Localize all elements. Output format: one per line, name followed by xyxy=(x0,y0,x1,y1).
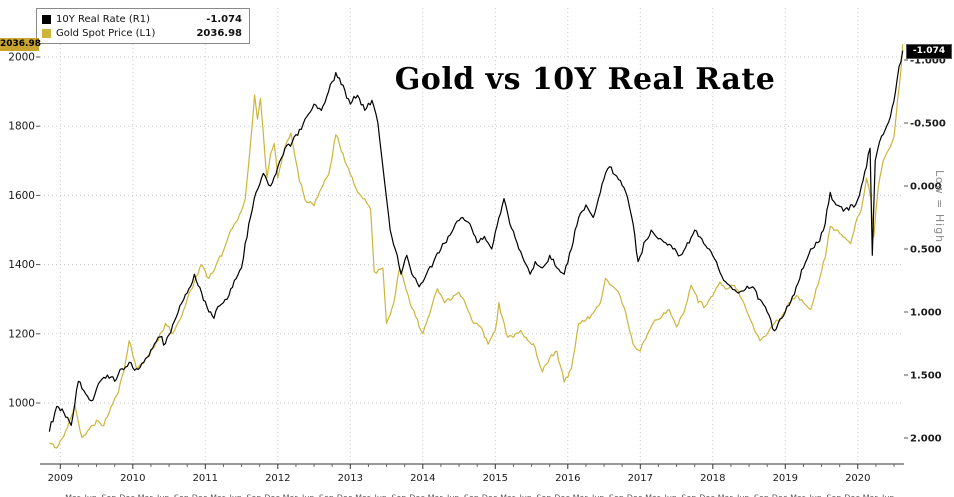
x-minor-label: Jun xyxy=(229,494,243,497)
x-minor-label: Sep xyxy=(391,494,406,497)
legend-label-real-rate: 10Y Real Rate (R1) xyxy=(56,13,150,25)
x-tick-label: 2019 xyxy=(773,473,798,484)
x-minor-label: Dec xyxy=(337,494,352,497)
x-minor-label: Dec xyxy=(119,494,134,497)
legend: 10Y Real Rate (R1) -1.074 Gold Spot Pric… xyxy=(36,8,250,44)
x-minor-label: Dec xyxy=(192,494,207,497)
y-left-tick-label: 1400 xyxy=(8,259,35,271)
x-minor-label: Dec xyxy=(699,494,714,497)
y-right-tick-label: -1.000 xyxy=(910,56,946,67)
legend-label-gold: Gold Spot Price (L1) xyxy=(56,27,156,39)
x-minor-label: Sep xyxy=(826,494,841,497)
y-left-tick-label: 2000 xyxy=(8,52,35,64)
y-left-tick-label: 1200 xyxy=(8,328,35,340)
right-axis-direction-note: Low = High xyxy=(933,170,946,244)
x-minor-label: Dec xyxy=(627,494,642,497)
x-tick-label: 2011 xyxy=(193,473,218,484)
x-minor-label: Mar xyxy=(355,494,371,497)
x-minor-label: Sep xyxy=(609,494,624,497)
x-minor-label: Sep xyxy=(246,494,261,497)
x-minor-label: Sep xyxy=(536,494,551,497)
x-minor-label: Mar xyxy=(65,494,81,497)
x-minor-label: Mar xyxy=(863,494,879,497)
x-minor-label: Jun xyxy=(374,494,388,497)
x-minor-label: Jun xyxy=(446,494,460,497)
legend-item-gold[interactable]: Gold Spot Price (L1) 2036.98 xyxy=(42,26,242,40)
x-minor-label: Mar xyxy=(428,494,444,497)
x-minor-label: Mar xyxy=(210,494,226,497)
y-right-tick-label: 0.500 xyxy=(910,245,942,256)
x-minor-label: Dec xyxy=(264,494,279,497)
x-minor-label: Dec xyxy=(844,494,859,497)
x-tick-label: 2014 xyxy=(410,473,435,484)
x-tick-label: 2020 xyxy=(845,473,870,484)
gold-last-price-badge: 2036.98 xyxy=(0,38,41,51)
y-right-tick-label: 1.000 xyxy=(910,308,942,319)
x-minor-label: Jun xyxy=(809,494,823,497)
real-rate-line xyxy=(48,50,904,432)
x-minor-label: Dec xyxy=(409,494,424,497)
x-minor-label: Jun xyxy=(736,494,750,497)
y-right-tick-label: 1.500 xyxy=(910,371,942,382)
x-minor-label: Jun xyxy=(156,494,170,497)
legend-item-real-rate[interactable]: 10Y Real Rate (R1) -1.074 xyxy=(42,12,242,26)
x-minor-label: Sep xyxy=(174,494,189,497)
x-tick-label: 2015 xyxy=(483,473,508,484)
x-minor-label: Mar xyxy=(283,494,299,497)
x-minor-label: Sep xyxy=(681,494,696,497)
y-right-tick-label: 2.000 xyxy=(910,434,942,445)
gold-price-line xyxy=(49,44,904,449)
gold-swatch-icon xyxy=(42,28,51,38)
x-minor-label: Sep xyxy=(319,494,334,497)
x-minor-label: Mar xyxy=(790,494,806,497)
x-minor-label: Mar xyxy=(645,494,661,497)
x-minor-label: Jun xyxy=(591,494,605,497)
x-minor-label: Mar xyxy=(718,494,734,497)
real-rate-swatch-icon xyxy=(42,14,51,24)
x-tick-label: 2010 xyxy=(120,473,145,484)
x-minor-label: Jun xyxy=(881,494,895,497)
y-right-tick-label: 0.000 xyxy=(910,182,942,193)
x-minor-label: Mar xyxy=(500,494,516,497)
x-tick-label: 2009 xyxy=(48,473,73,484)
x-minor-label: Dec xyxy=(772,494,787,497)
legend-value-real-rate: -1.074 xyxy=(206,13,242,25)
x-minor-label: Mar xyxy=(138,494,154,497)
real-rate-last-value-badge: -1.074 xyxy=(906,44,952,59)
x-tick-label: 2017 xyxy=(628,473,653,484)
y-left-tick-label: 1800 xyxy=(8,121,35,133)
x-minor-label: Sep xyxy=(101,494,116,497)
legend-value-gold: 2036.98 xyxy=(196,27,242,39)
chart-title: Gold vs 10Y Real Rate xyxy=(394,62,776,97)
x-minor-label: Sep xyxy=(464,494,479,497)
x-minor-label: Jun xyxy=(664,494,678,497)
y-left-tick-label: 1000 xyxy=(8,398,35,410)
y-right-tick-label: -0.500 xyxy=(910,119,946,130)
x-tick-label: 2012 xyxy=(265,473,290,484)
x-minor-label: Mar xyxy=(573,494,589,497)
x-minor-label: Jun xyxy=(519,494,533,497)
y-left-tick-label: 1600 xyxy=(8,190,35,202)
x-tick-label: 2018 xyxy=(700,473,725,484)
x-tick-label: 2016 xyxy=(555,473,580,484)
x-minor-label: Dec xyxy=(554,494,569,497)
x-minor-label: Jun xyxy=(301,494,315,497)
x-minor-label: Jun xyxy=(84,494,98,497)
x-tick-label: 2013 xyxy=(338,473,363,484)
x-minor-label: Sep xyxy=(754,494,769,497)
x-minor-label: Dec xyxy=(482,494,497,497)
